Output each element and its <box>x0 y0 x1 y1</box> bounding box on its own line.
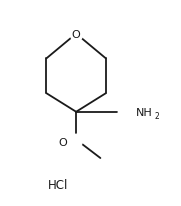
Text: NH: NH <box>136 107 153 117</box>
Text: O: O <box>59 137 68 147</box>
Text: 2: 2 <box>154 111 159 120</box>
Text: HCl: HCl <box>48 178 68 191</box>
Text: O: O <box>72 29 81 39</box>
